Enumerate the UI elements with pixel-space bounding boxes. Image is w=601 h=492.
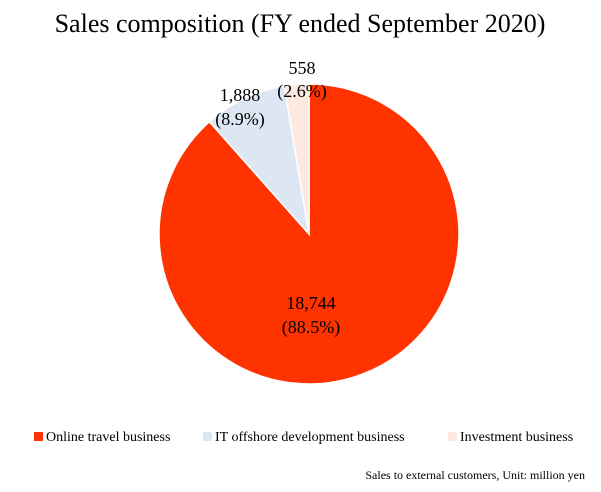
pie-slices [158, 83, 460, 385]
data-label-online-travel-value: 18,744 [286, 293, 336, 313]
legend-item-online-travel: Online travel business [34, 430, 170, 445]
legend-label-investment: Investment business [460, 430, 573, 445]
data-label-online-travel: 18,744 (88.5%) [282, 293, 340, 338]
data-label-investment-percent: (2.6%) [277, 81, 326, 102]
data-label-online-travel-percent: (88.5%) [282, 317, 340, 338]
chart-title: Sales composition (FY ended September 20… [55, 9, 546, 38]
legend-item-it-offshore: IT offshore development business [203, 430, 405, 445]
data-label-it-offshore-percent: (8.9%) [215, 109, 264, 130]
legend: Online travel business IT offshore devel… [34, 430, 573, 445]
pie-slice-investment [283, 83, 310, 235]
legend-label-it-offshore: IT offshore development business [215, 430, 405, 445]
data-label-it-offshore: 1,888 (8.9%) [215, 85, 264, 130]
chart-footnote: Sales to external customers, Unit: milli… [365, 468, 585, 482]
data-label-investment: 558 (2.6%) [277, 58, 326, 102]
legend-label-online-travel: Online travel business [46, 430, 170, 445]
data-label-investment-value: 558 [289, 58, 316, 78]
legend-swatch-online-travel [34, 432, 43, 441]
legend-swatch-it-offshore [203, 432, 212, 441]
pie-slice-it-offshore [208, 85, 311, 237]
data-label-it-offshore-value: 1,888 [220, 85, 261, 105]
legend-item-investment: Investment business [448, 430, 573, 445]
legend-swatch-investment [448, 432, 457, 441]
